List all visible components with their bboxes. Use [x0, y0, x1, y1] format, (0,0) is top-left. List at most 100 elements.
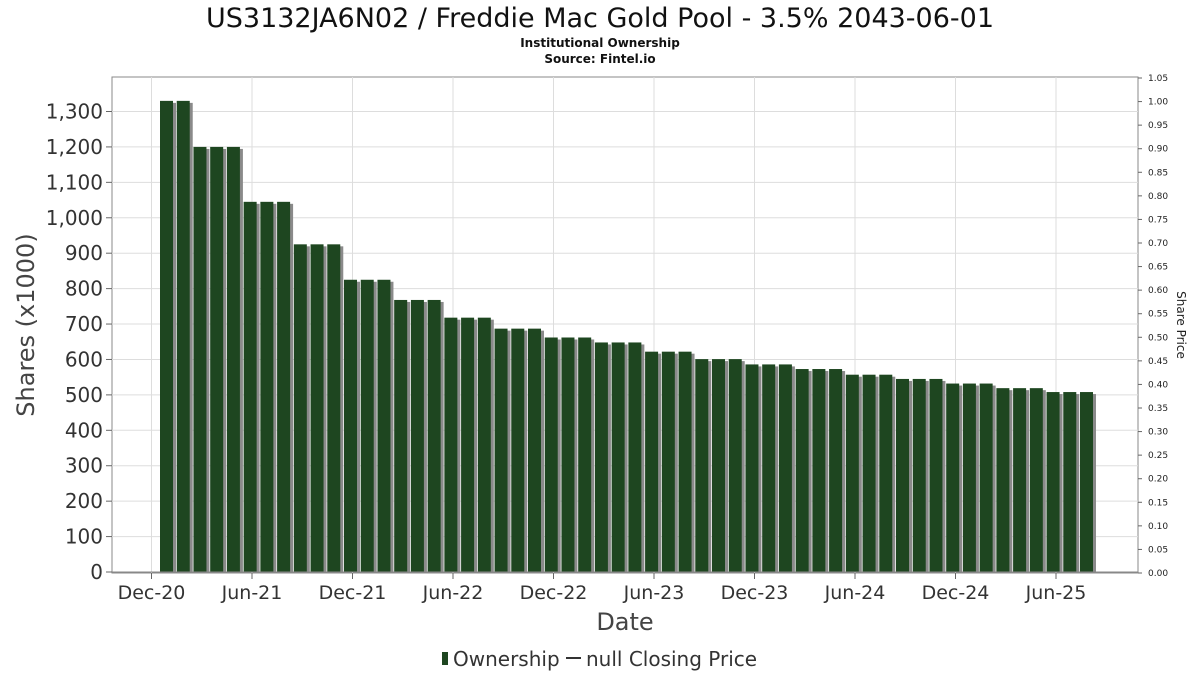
ownership-bar: [427, 299, 441, 572]
y-tick-label: 1,100: [46, 170, 103, 194]
x-tick-label: Jun-24: [824, 582, 886, 604]
y-tick-label: 700: [65, 312, 103, 336]
y2-tick-label: 0.55: [1148, 310, 1168, 320]
ownership-bar: [929, 378, 943, 572]
ownership-bar: [544, 337, 558, 572]
x-tick-label: Dec-20: [118, 582, 186, 604]
ownership-bar: [996, 388, 1010, 572]
ownership-bar: [611, 342, 625, 572]
ownership-bar: [494, 328, 508, 572]
ownership-bar: [394, 299, 408, 572]
ownership-bar: [946, 383, 960, 572]
ownership-bar: [979, 383, 993, 572]
bars: [112, 100, 1138, 573]
y-tick-label: 800: [65, 277, 103, 301]
y2-tick-label: 0.60: [1148, 286, 1168, 296]
y-tick-label: 200: [65, 489, 103, 513]
ownership-bar: [293, 244, 307, 572]
ownership-bar: [344, 279, 357, 572]
ownership-bar: [410, 299, 424, 572]
y2-tick-label: 0.80: [1148, 192, 1168, 202]
chart-title: US3132JA6N02 / Freddie Mac Gold Pool - 3…: [206, 3, 994, 34]
ownership-bar: [226, 146, 240, 572]
legend-ownership-label: Ownership: [453, 647, 560, 671]
x-tick-label: Dec-24: [922, 582, 990, 604]
y2-axis: 0.00 0.05 0.10 0.15 0.20 0.25 0.30 0.35 0.40 0.45…: [1138, 74, 1168, 579]
ownership-bar: [277, 201, 291, 572]
x-tick-label: Jun-21: [221, 582, 283, 604]
y-tick-label: 900: [65, 241, 103, 265]
legend-ownership-swatch: [442, 652, 448, 665]
ownership-bar: [1029, 388, 1043, 572]
ownership-bar: [678, 351, 692, 572]
y2-tick-label: 0.35: [1148, 404, 1168, 414]
y-tick-label: 0: [90, 560, 103, 584]
ownership-bar: [795, 369, 809, 572]
legend-price-label: null Closing Price: [586, 647, 757, 671]
x-tick-label: Dec-21: [319, 582, 387, 604]
y-tick-label: 1,200: [46, 135, 103, 159]
y2-tick-label: 0.70: [1148, 239, 1168, 249]
ownership-bar: [912, 378, 926, 572]
ownership-bar: [778, 364, 792, 572]
ownership-bar: [193, 146, 207, 572]
ownership-bar: [511, 328, 525, 572]
y-tick-label: 1,000: [46, 206, 103, 230]
ownership-bar: [260, 201, 274, 572]
x-axis: Dec-20 Jun-21 Dec-21 Jun-22 Dec-22 Jun-23 Dec-…: [118, 573, 1087, 604]
ownership-bar: [360, 279, 374, 572]
y2-tick-label: 0.95: [1148, 121, 1168, 131]
y2-tick-label: 0.85: [1148, 168, 1168, 178]
ownership-bar: [896, 378, 909, 572]
ownership-bar: [243, 201, 257, 572]
ownership-bar: [712, 359, 725, 572]
y2-tick-label: 0.90: [1148, 145, 1168, 155]
ownership-bar: [812, 369, 826, 572]
y-tick-label: 400: [65, 418, 103, 442]
ownership-bar: [628, 342, 642, 572]
y2-tick-label: 0.15: [1148, 498, 1168, 508]
ownership-bar: [210, 146, 224, 572]
ownership-bar: [578, 337, 592, 572]
ownership-bar: [728, 359, 742, 572]
ownership-bar: [1080, 392, 1093, 572]
x-axis-title: Date: [596, 608, 653, 636]
y2-tick-label: 0.45: [1148, 357, 1168, 367]
x-tick-label: Dec-23: [721, 582, 789, 604]
y2-tick-label: 0.75: [1148, 215, 1168, 225]
ownership-bar: [1063, 392, 1077, 572]
ownership-bar: [745, 364, 759, 572]
y2-tick-label: 1.05: [1148, 74, 1168, 84]
x-tick-label: Dec-22: [520, 582, 588, 604]
ownership-bar: [1046, 392, 1060, 572]
chart-source: Source: Fintel.io: [544, 52, 655, 66]
ownership-bar: [862, 374, 876, 572]
chart-subtitle: Institutional Ownership: [520, 36, 680, 50]
ownership-bar: [477, 317, 491, 572]
ownership-bar: [561, 337, 575, 572]
ownership-bar: [661, 351, 675, 572]
y2-tick-label: 0.20: [1148, 475, 1168, 485]
ownership-bar: [160, 100, 173, 572]
y2-tick-label: 0.25: [1148, 451, 1168, 461]
y2-axis-title: Share Price: [1174, 291, 1188, 359]
y2-tick-label: 0.10: [1148, 522, 1168, 532]
ownership-bar: [845, 374, 859, 572]
x-tick-label: Jun-23: [623, 582, 685, 604]
ownership-bar: [645, 351, 659, 572]
y-axis-title: Shares (x1000): [12, 233, 40, 416]
y-tick-label: 500: [65, 383, 103, 407]
ownership-bar: [377, 279, 391, 572]
y-axis: 0 100 200 300 400 500 600 700 800 900 1,000 1,100 1,…: [46, 100, 112, 584]
legend: Ownership null Closing Price: [442, 647, 757, 671]
x-tick-label: Jun-25: [1025, 582, 1087, 604]
y-tick-label: 300: [65, 454, 103, 478]
y2-tick-label: 1.00: [1148, 98, 1168, 108]
ownership-bar: [695, 359, 709, 572]
y-tick-label: 1,300: [46, 100, 103, 124]
ownership-bar: [310, 244, 324, 572]
ownership-bar: [594, 342, 608, 572]
y2-tick-label: 0.50: [1148, 333, 1168, 343]
ownership-bar: [762, 364, 776, 572]
